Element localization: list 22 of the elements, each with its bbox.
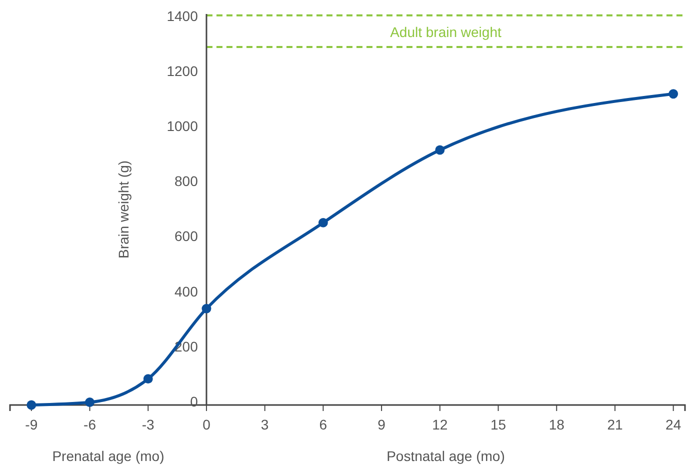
y-tick-label: 1000 [166, 118, 198, 134]
x-tick-label: 0 [202, 416, 211, 432]
y-axis-title: Brain weight (g) [115, 160, 132, 259]
ref-line-label: Adult brain weight [390, 24, 502, 40]
x-tick-label: -3 [142, 416, 155, 432]
x-tick-label: -6 [84, 416, 96, 432]
x-axis-title: Postnatal age (mo) [386, 448, 505, 464]
x-tick-label: 18 [548, 416, 565, 432]
x-tick-label: 9 [378, 416, 386, 432]
x-tick-label: 15 [490, 416, 506, 432]
x-tick-label: 12 [432, 416, 448, 432]
x-tick-label: -9 [25, 416, 38, 432]
y-tick-label: 800 [174, 173, 198, 190]
x-tick-label: 21 [607, 416, 623, 432]
y-tick-label: 1400 [166, 8, 198, 24]
y-tick-label: 400 [174, 283, 198, 300]
x-tick-label: 6 [319, 416, 328, 432]
y-tick-label: 1200 [166, 62, 198, 79]
text: Prenatal age (mo) [52, 448, 164, 464]
y-tick-label: 600 [174, 228, 198, 244]
x-tick-label: 3 [260, 416, 269, 432]
x-tick-label: 24 [666, 416, 682, 432]
